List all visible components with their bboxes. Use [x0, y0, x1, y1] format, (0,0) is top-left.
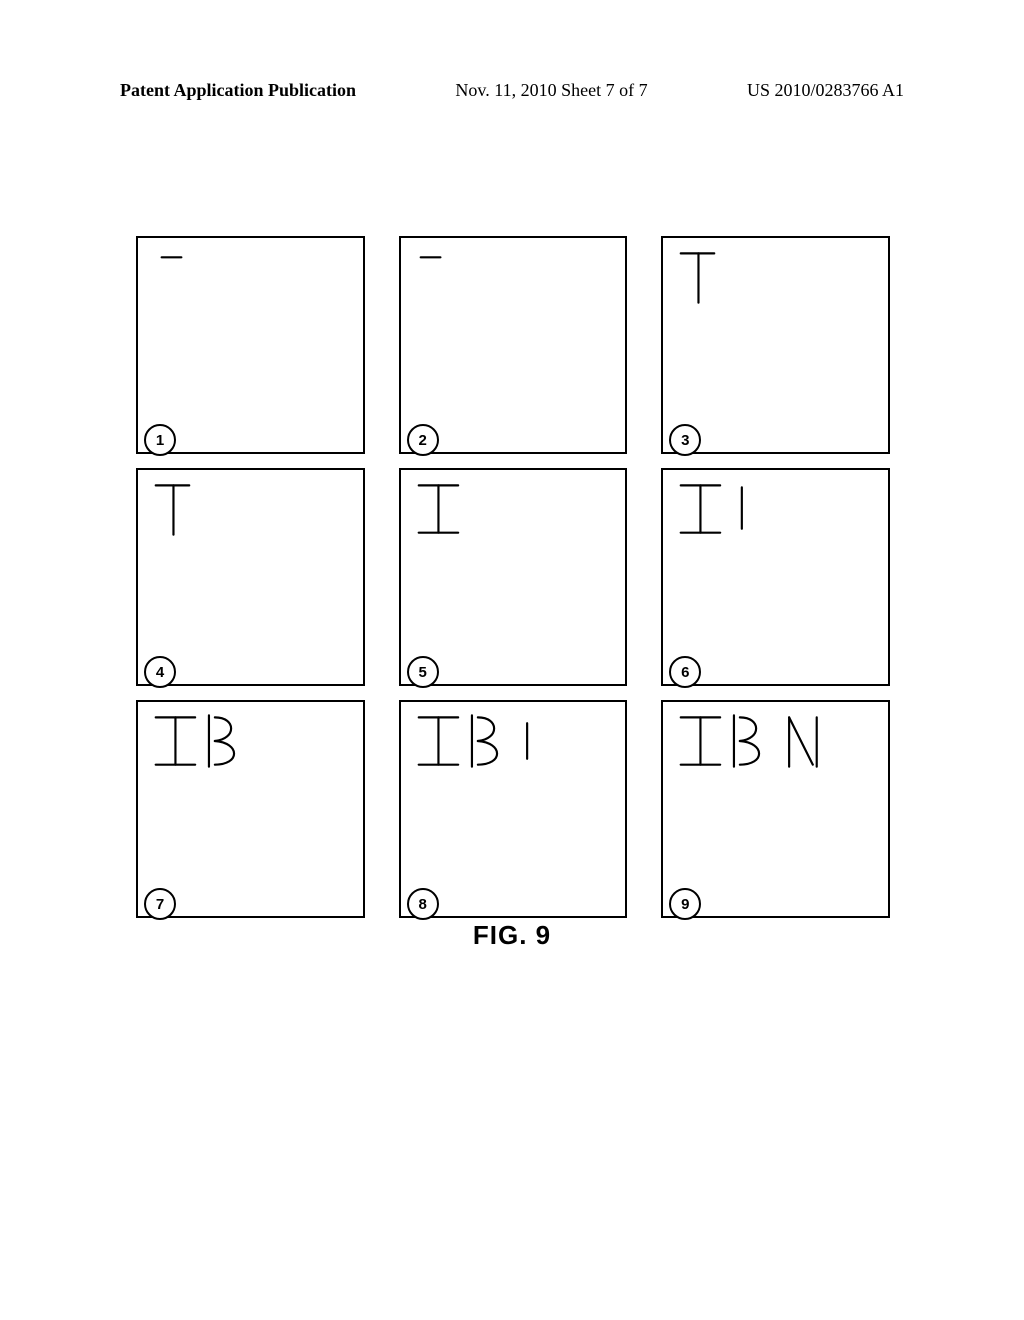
panel-label: 7 — [144, 888, 176, 920]
header-left: Patent Application Publication — [120, 80, 356, 101]
panel-1: 1 — [136, 236, 365, 454]
panel-label: 2 — [407, 424, 439, 456]
panel-3: 3 — [661, 236, 890, 454]
panel-label: 5 — [407, 656, 439, 688]
figure-caption: FIG. 9 — [0, 920, 1024, 951]
header-right: US 2010/0283766 A1 — [747, 80, 904, 101]
panel-4: 4 — [136, 468, 365, 686]
page-header: Patent Application Publication Nov. 11, … — [0, 80, 1024, 101]
panel-label: 1 — [144, 424, 176, 456]
panel-6: 6 — [661, 468, 890, 686]
panel-7: 7 — [136, 700, 365, 918]
figure-area: 1 2 3 4 — [136, 236, 890, 918]
panel-5: 5 — [399, 468, 628, 686]
panel-label: 8 — [407, 888, 439, 920]
panel-9: 9 — [661, 700, 890, 918]
header-center: Nov. 11, 2010 Sheet 7 of 7 — [455, 80, 647, 101]
panel-8: 8 — [399, 700, 628, 918]
panel-label: 4 — [144, 656, 176, 688]
panel-grid: 1 2 3 4 — [136, 236, 890, 918]
panel-2: 2 — [399, 236, 628, 454]
